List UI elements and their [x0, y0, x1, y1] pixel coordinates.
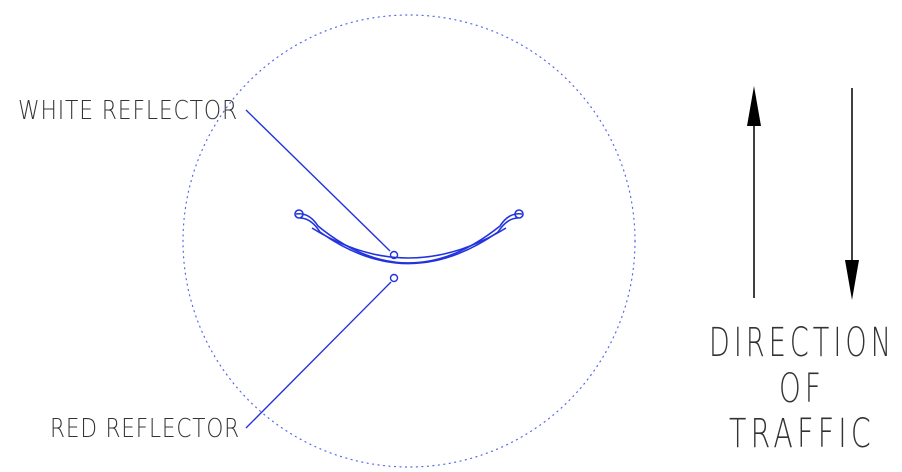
direction-line-2: OF [779, 366, 825, 412]
marker-outline-circle [182, 14, 636, 468]
marker-middle-curve [299, 217, 519, 265]
red-reflector-label: RED REFLECTOR [50, 414, 240, 444]
down-arrow-icon [845, 260, 859, 300]
white-reflector-point [389, 250, 399, 260]
pavement-marker [294, 209, 524, 265]
marker-left-end [294, 209, 304, 219]
traffic-arrows [747, 86, 859, 300]
marker-right-end [514, 209, 524, 219]
red-reflector-leader [245, 281, 392, 429]
direction-line-3: TRAFFIC [729, 411, 875, 457]
marker-inner-curve [311, 227, 507, 259]
white-reflector-leader [245, 109, 391, 252]
up-arrow-icon [747, 86, 761, 126]
red-reflector-point [389, 273, 399, 283]
white-reflector-label: WHITE REFLECTOR [18, 96, 238, 126]
direction-line-1: DIRECTION [709, 320, 895, 366]
